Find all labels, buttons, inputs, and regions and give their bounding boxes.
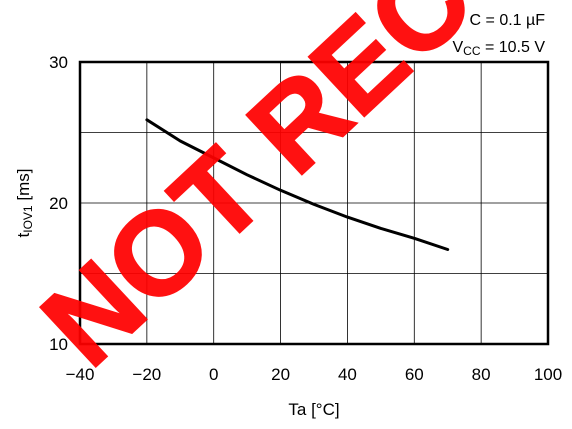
x-tick-labels: −40 −20 0 20 40 60 80 100 bbox=[66, 365, 563, 384]
series-line bbox=[145, 118, 450, 251]
x-tick-label: 0 bbox=[209, 365, 218, 384]
data-series bbox=[145, 118, 450, 251]
x-tick-label: −40 bbox=[66, 365, 95, 384]
y-tick-label: 30 bbox=[49, 53, 68, 72]
x-tick-label: 20 bbox=[271, 365, 290, 384]
x-axis-title: Ta [°C] bbox=[288, 400, 339, 419]
x-tick-label: 100 bbox=[534, 365, 562, 384]
x-tick-label: 80 bbox=[472, 365, 491, 384]
x-tick-label: 40 bbox=[338, 365, 357, 384]
plot-frame bbox=[78, 60, 550, 346]
condition-supply-voltage: VCC = 10.5 V bbox=[452, 39, 545, 58]
y-tick-label: 10 bbox=[49, 335, 68, 354]
grid-lines bbox=[80, 62, 548, 344]
watermark-stamp: NOT RECOMMENDED bbox=[18, 0, 572, 391]
y-tick-label: 20 bbox=[49, 194, 68, 213]
condition-capacitance: C = 0.1 µF bbox=[470, 12, 546, 29]
y-axis-title: tIOV1 [ms] bbox=[14, 169, 35, 238]
y-tick-labels: 10 20 30 bbox=[49, 53, 68, 354]
x-tick-label: 60 bbox=[405, 365, 424, 384]
x-tick-label: −20 bbox=[132, 365, 161, 384]
